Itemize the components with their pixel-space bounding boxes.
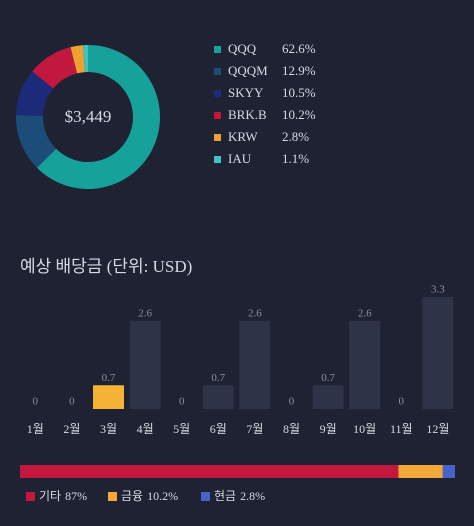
legend-swatch bbox=[108, 492, 117, 501]
donut-slice bbox=[16, 71, 54, 116]
legend-value: 10.2% bbox=[282, 107, 316, 122]
stack-segment bbox=[398, 465, 443, 478]
donut-slice bbox=[32, 47, 78, 89]
donut-center-label: $3,449 bbox=[65, 107, 112, 126]
legend-swatch bbox=[201, 492, 210, 501]
legend-value: 2.8% bbox=[240, 489, 265, 503]
legend-value: 10.2% bbox=[147, 489, 178, 503]
bar bbox=[129, 320, 161, 409]
donut-slice bbox=[83, 45, 88, 73]
legend-swatch bbox=[214, 156, 221, 163]
legend-value: 10.5% bbox=[282, 85, 316, 100]
section-title: 예상 배당금 (단위: USD) bbox=[20, 257, 192, 276]
month-label: 9월 bbox=[320, 422, 337, 436]
bar bbox=[202, 385, 234, 409]
bar-value-label: 0 bbox=[289, 396, 295, 408]
legend-label: BRK.B bbox=[228, 107, 267, 122]
legend-swatch bbox=[214, 112, 221, 119]
legend-name: 현금 bbox=[214, 489, 236, 503]
bar-value-label: 0.7 bbox=[211, 372, 225, 384]
month-label: 6월 bbox=[210, 422, 227, 436]
legend-entry: 현금 2.8% bbox=[214, 489, 265, 503]
legend-swatch bbox=[214, 46, 221, 53]
donut-slice bbox=[70, 45, 85, 74]
stack-segment bbox=[442, 465, 455, 478]
bar bbox=[349, 320, 381, 409]
bar-value-label: 0.7 bbox=[102, 372, 116, 384]
legend-value: 87% bbox=[65, 489, 87, 503]
donut-slice bbox=[36, 45, 161, 189]
bar-value-label: 0 bbox=[179, 396, 185, 408]
legend-swatch bbox=[214, 134, 221, 141]
legend-value: 12.9% bbox=[282, 63, 316, 78]
stack-segment bbox=[20, 465, 399, 478]
legend-label: SKYY bbox=[228, 85, 264, 100]
legend-label: IAU bbox=[228, 151, 252, 166]
month-label: 2월 bbox=[63, 422, 80, 436]
legend-entry: 기타 87% bbox=[39, 489, 87, 503]
bar-value-label: 3.3 bbox=[431, 284, 445, 296]
bar-value-label: 0 bbox=[69, 396, 75, 408]
bar-value-label: 2.6 bbox=[248, 307, 262, 319]
legend-label: QQQM bbox=[228, 63, 268, 78]
bar-value-label: 0.7 bbox=[321, 372, 335, 384]
bar bbox=[93, 385, 124, 409]
month-label: 4월 bbox=[137, 422, 154, 436]
legend-swatch bbox=[214, 68, 221, 75]
month-label: 3월 bbox=[100, 422, 117, 436]
bar bbox=[422, 297, 454, 409]
bar bbox=[239, 320, 271, 409]
legend-value: 2.8% bbox=[282, 129, 309, 144]
month-label: 12월 bbox=[426, 422, 449, 436]
bar-value-label: 0 bbox=[399, 396, 405, 408]
legend-label: KRW bbox=[228, 129, 258, 144]
legend-label: QQQ bbox=[228, 41, 257, 56]
month-label: 5월 bbox=[173, 422, 190, 436]
legend-value: 62.6% bbox=[282, 41, 316, 56]
bar-value-label: 2.6 bbox=[138, 307, 152, 319]
legend-name: 기타 bbox=[39, 489, 61, 503]
bar-value-label: 2.6 bbox=[358, 307, 372, 319]
month-label: 7월 bbox=[246, 422, 263, 436]
month-label: 1월 bbox=[27, 422, 44, 436]
legend-swatch bbox=[26, 492, 35, 501]
month-label: 10월 bbox=[353, 422, 376, 436]
bar bbox=[312, 385, 344, 409]
legend-entry: 금융 10.2% bbox=[121, 489, 178, 503]
donut-slice bbox=[15, 115, 57, 168]
month-label: 11월 bbox=[390, 422, 413, 436]
month-label: 8월 bbox=[283, 422, 300, 436]
legend-name: 금융 bbox=[121, 489, 143, 503]
bar-value-label: 0 bbox=[33, 396, 39, 408]
legend-swatch bbox=[214, 90, 221, 97]
legend-value: 1.1% bbox=[282, 151, 309, 166]
